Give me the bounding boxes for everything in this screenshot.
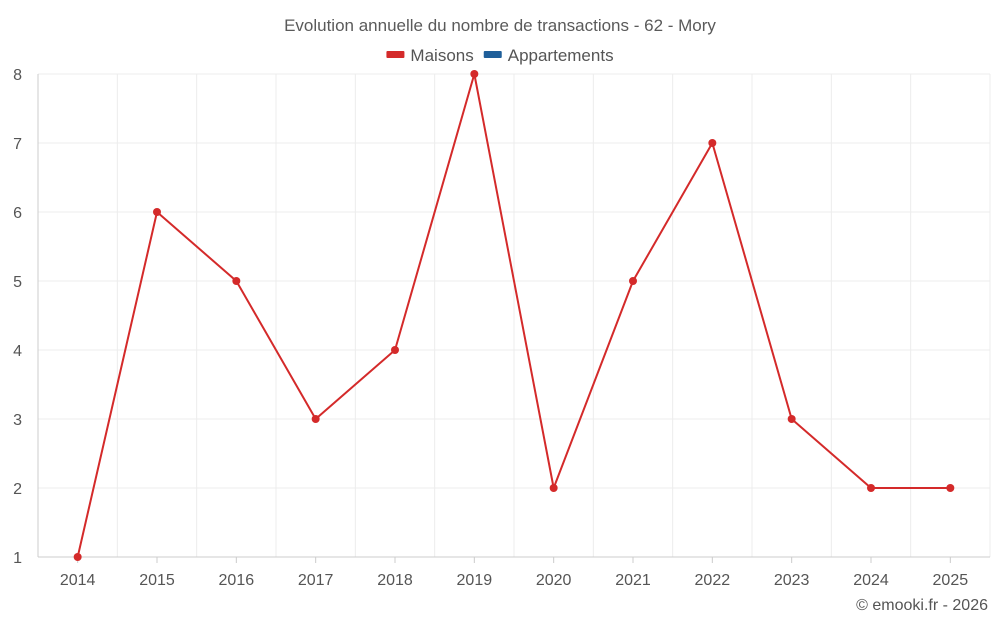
data-point[interactable]	[232, 277, 241, 285]
y-tick-label: 1	[13, 550, 22, 567]
x-tick-label: 2015	[139, 572, 175, 589]
x-tick-label: 2020	[536, 572, 572, 589]
y-tick-label: 4	[13, 343, 22, 360]
series-layer	[73, 70, 955, 561]
data-point[interactable]	[787, 415, 796, 423]
x-tick-label: 2025	[933, 572, 969, 589]
x-tick-label: 2017	[298, 572, 334, 589]
data-point[interactable]	[549, 484, 558, 492]
x-tick-label: 2022	[695, 572, 731, 589]
chart-title: Evolution annuelle du nombre de transact…	[284, 16, 716, 35]
x-tick-label: 2014	[60, 572, 96, 589]
x-tick-label: 2021	[615, 572, 651, 589]
y-tick-label: 2	[13, 481, 22, 498]
x-tick-label: 2023	[774, 572, 810, 589]
legend-label: Maisons	[410, 46, 473, 65]
legend-label: Appartements	[508, 46, 614, 65]
legend: Maisons Appartements	[386, 46, 614, 65]
y-tick-label: 7	[13, 136, 22, 153]
credit-text: © emooki.fr - 2026	[856, 597, 988, 614]
y-tick-label: 6	[13, 205, 22, 222]
data-point[interactable]	[867, 484, 875, 492]
x-tick-label: 2024	[853, 572, 889, 589]
y-tick-label: 8	[13, 67, 22, 84]
legend-swatch	[386, 51, 405, 58]
x-tick-label: 2016	[219, 572, 255, 589]
grid-lines	[37, 73, 991, 557]
y-tick-label: 5	[13, 274, 22, 291]
data-point[interactable]	[311, 415, 320, 423]
data-point[interactable]	[153, 208, 161, 216]
data-point[interactable]	[73, 553, 82, 561]
data-point[interactable]	[946, 484, 955, 492]
series-line-maisons	[76, 73, 951, 558]
data-point[interactable]	[470, 70, 479, 78]
y-tick-label: 3	[13, 412, 22, 429]
legend-swatch	[483, 51, 502, 58]
axes	[37, 74, 990, 558]
legend-item-maisons[interactable]: Maisons	[386, 46, 474, 65]
data-point[interactable]	[391, 346, 399, 354]
legend-item-appartements[interactable]: Appartements	[483, 46, 614, 65]
x-tick-label: 2018	[377, 572, 413, 589]
x-axis-ticks: 2014 2015 2016 2017 2018 2019 2020 2021 2022 2023…	[60, 557, 968, 589]
y-axis-ticks: 1 2 3 4 5 6 7 8	[13, 67, 22, 567]
data-point[interactable]	[708, 139, 717, 147]
data-point[interactable]	[629, 277, 637, 285]
x-tick-label: 2019	[457, 572, 493, 589]
